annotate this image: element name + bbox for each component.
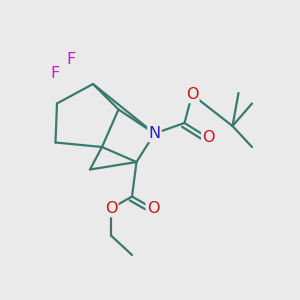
Text: O: O xyxy=(105,201,117,216)
Text: F: F xyxy=(51,66,60,81)
Text: N: N xyxy=(148,126,160,141)
Text: O: O xyxy=(147,201,159,216)
Text: O: O xyxy=(202,130,215,146)
Text: F: F xyxy=(66,52,75,68)
Text: O: O xyxy=(186,87,198,102)
